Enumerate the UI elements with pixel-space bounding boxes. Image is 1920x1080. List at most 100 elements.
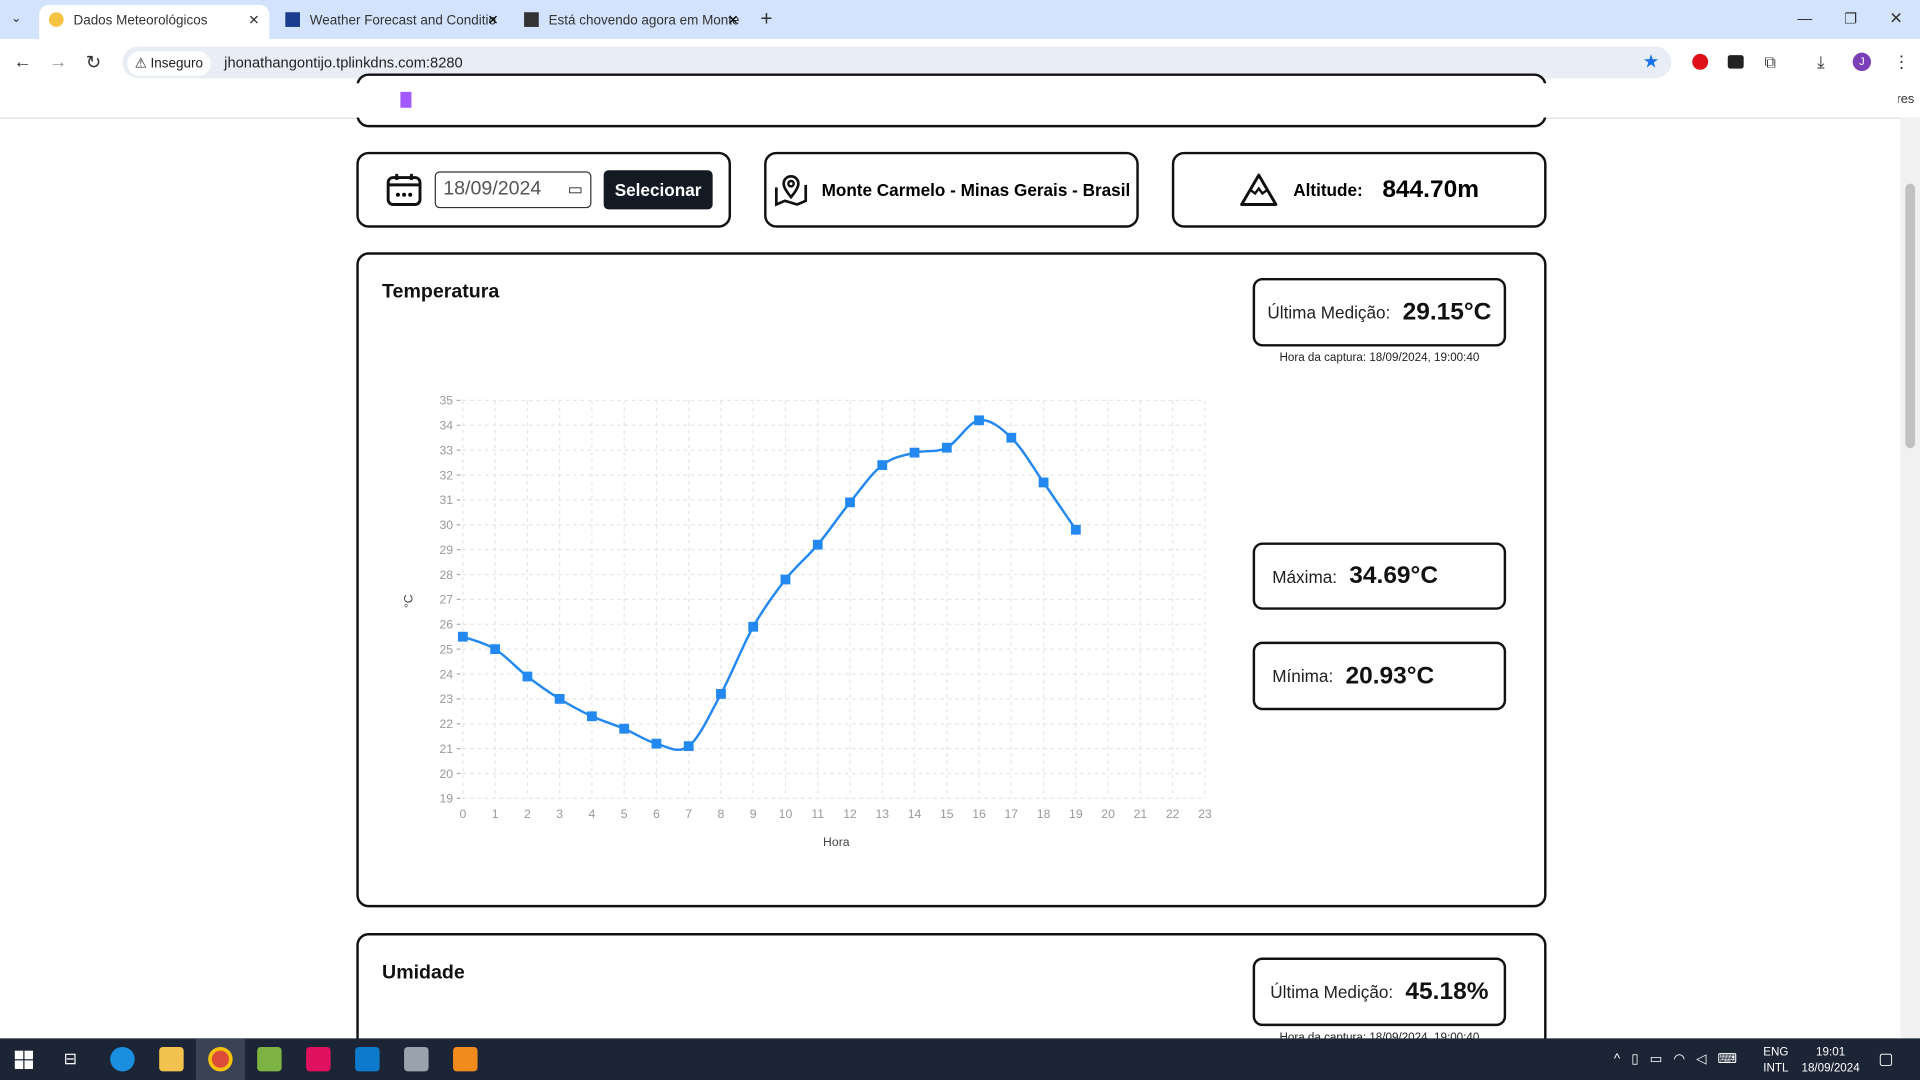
- point: [812, 539, 823, 550]
- point: [1006, 432, 1017, 443]
- calendar-icon: [386, 173, 422, 206]
- point: [587, 711, 597, 722]
- tab-icon: [48, 12, 64, 27]
- point: [716, 689, 726, 699]
- point: [522, 671, 533, 682]
- mountain-icon: [1240, 173, 1278, 206]
- capture-time: Hora da captura: 18/09/2024, 19:00:40: [1279, 351, 1480, 365]
- x-tick-label: 4: [589, 807, 596, 821]
- point: [780, 574, 791, 585]
- x-tick-label: 19: [1069, 807, 1083, 821]
- new-tab[interactable]: +: [760, 7, 773, 31]
- y-tick-label: 31: [439, 493, 453, 507]
- point: [457, 631, 468, 642]
- explorer[interactable]: [159, 1046, 184, 1072]
- security-chip[interactable]: ⚠ Inseguro: [127, 51, 211, 76]
- app[interactable]: [404, 1046, 429, 1072]
- bookmarks-bar-cover: [0, 83, 1898, 118]
- task-view[interactable]: ⊟: [63, 1049, 78, 1068]
- y-tick-label: 24: [439, 667, 453, 681]
- y-tick-label: 33: [439, 443, 453, 457]
- extension-icon[interactable]: [1692, 53, 1709, 70]
- point: [651, 738, 662, 749]
- location-card: Monte Carmelo - Minas Gerais - Brasil: [764, 151, 1139, 228]
- downloads[interactable]: ⤓: [1817, 51, 1825, 72]
- x-tick-label: 2: [524, 807, 531, 821]
- tab[interactable]: Está chovendo agora em Monte: [514, 5, 749, 39]
- profile[interactable]: J: [1852, 52, 1872, 72]
- app[interactable]: [257, 1046, 282, 1072]
- start-button[interactable]: [14, 1050, 34, 1069]
- temperature-chart: °C Hora 19202122232425262728293031323334…: [402, 394, 1212, 849]
- altitude-card: Altitude: 844.70m: [1171, 151, 1547, 228]
- x-tick-label: 10: [779, 807, 793, 821]
- date-input[interactable]: 18/09/2024 ▭: [434, 171, 592, 209]
- y-tick-label: 29: [439, 543, 453, 557]
- close-window[interactable]: ✕: [1889, 8, 1903, 27]
- scroll-thumb[interactable]: [1905, 183, 1916, 449]
- menu[interactable]: ⋮: [1893, 51, 1911, 72]
- last-value: 29.15°C: [1402, 298, 1492, 326]
- notifications[interactable]: ▢: [1878, 1049, 1894, 1068]
- tab-icon: [285, 12, 301, 27]
- tab-title: Dados Meteorológicos: [73, 13, 208, 29]
- input-language[interactable]: ENG INTL: [1763, 1044, 1788, 1076]
- address-bar[interactable]: ⚠ Inseguro jhonathangontijo.tplinkdns.co…: [122, 46, 1672, 79]
- select-button[interactable]: Selecionar: [603, 170, 713, 210]
- y-tick-label: 19: [439, 792, 453, 806]
- tab-title: Weather Forecast and Conditio: [309, 13, 496, 29]
- max-box: Máxima: 34.69°C: [1252, 542, 1507, 610]
- y-tick-label: 32: [439, 468, 453, 482]
- x-tick-label: 22: [1166, 807, 1180, 821]
- tab-close[interactable]: ✕: [487, 13, 499, 29]
- card-title: Umidade: [382, 962, 465, 984]
- y-tick-label: 25: [439, 642, 453, 656]
- min-label: Mínima:: [1272, 666, 1334, 686]
- x-tick-label: 11: [811, 807, 824, 821]
- y-axis-label: °C: [402, 594, 416, 608]
- app[interactable]: [306, 1046, 331, 1072]
- extensions[interactable]: ⧉: [1764, 52, 1776, 72]
- minimize[interactable]: —: [1797, 9, 1813, 27]
- tab-close[interactable]: ✕: [248, 13, 260, 29]
- point: [941, 442, 952, 453]
- point: [748, 621, 759, 632]
- tab-strip: [0, 0, 1920, 40]
- chrome[interactable]: [208, 1046, 233, 1072]
- forward[interactable]: →: [48, 51, 68, 73]
- spacer: [0, 83, 1920, 117]
- bookmark-star[interactable]: ★: [1642, 51, 1660, 73]
- scrollbar: [1900, 117, 1920, 1039]
- language: ENG: [1763, 1045, 1789, 1060]
- x-tick-label: 20: [1101, 807, 1115, 821]
- x-tick-label: 15: [940, 807, 954, 821]
- app[interactable]: [453, 1046, 478, 1072]
- y-tick-label: 28: [439, 568, 453, 582]
- tab[interactable]: Weather Forecast and Conditio: [276, 5, 509, 39]
- y-tick-label: 34: [439, 419, 453, 433]
- tab[interactable]: Dados Meteorológicos ✕: [39, 4, 270, 40]
- point: [1038, 477, 1049, 488]
- last-measure-box: Última Medição: 29.15°C: [1252, 277, 1507, 347]
- x-tick-label: 9: [750, 807, 757, 821]
- last-label: Última Medição:: [1267, 302, 1391, 323]
- reload[interactable]: ↻: [85, 52, 102, 74]
- x-tick-label: 0: [459, 807, 466, 821]
- extension-icon[interactable]: [1727, 55, 1744, 69]
- point: [909, 447, 920, 458]
- edge[interactable]: [110, 1046, 135, 1072]
- restore[interactable]: ❐: [1844, 9, 1858, 27]
- tab-search[interactable]: ⌄: [11, 12, 22, 26]
- tray-icons[interactable]: ^▯▭◠◁⌨: [1613, 1051, 1749, 1067]
- vscode[interactable]: [355, 1046, 380, 1072]
- tab-close[interactable]: ✕: [727, 13, 739, 29]
- date-picker[interactable]: ▭: [567, 180, 583, 199]
- back[interactable]: ←: [13, 51, 32, 73]
- clock[interactable]: 19:01 18/09/2024: [1800, 1044, 1861, 1076]
- altitude-label: Altitude:: [1293, 180, 1363, 200]
- x-tick-label: 12: [843, 807, 857, 821]
- y-tick-label: 30: [439, 518, 453, 532]
- min-value: 20.93°C: [1345, 661, 1435, 689]
- date-card: 18/09/2024 ▭ Selecionar: [356, 151, 732, 228]
